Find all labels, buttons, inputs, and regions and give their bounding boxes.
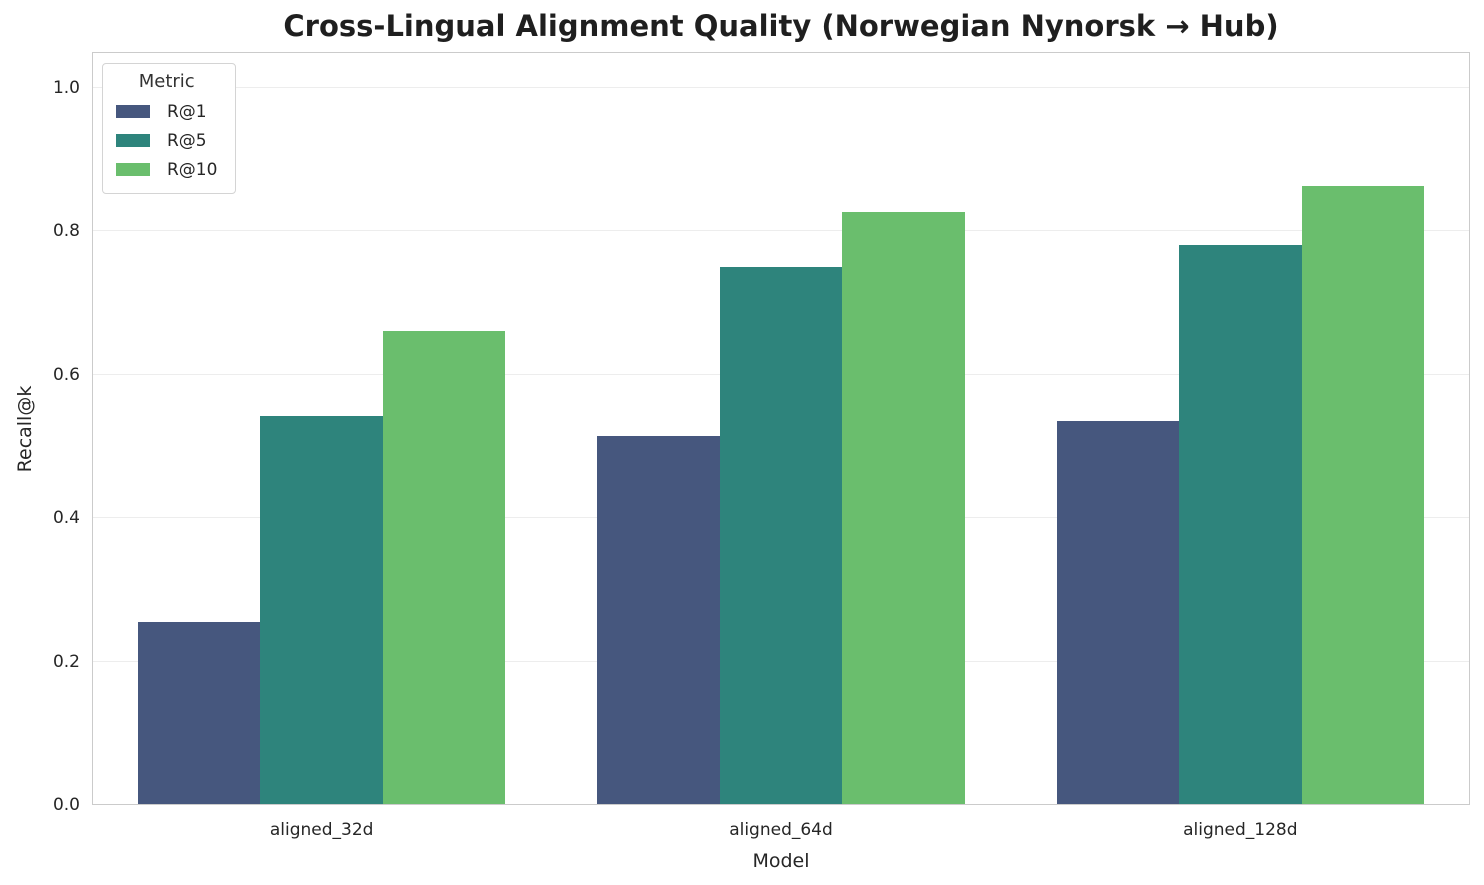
bar-R@1-aligned_128d <box>1056 420 1180 805</box>
x-tick-aligned_128d: aligned_128d <box>1183 820 1298 840</box>
x-tick-aligned_64d: aligned_64d <box>729 820 833 840</box>
legend-swatch-R@5 <box>116 134 150 147</box>
y-tick-0.2: 0.2 <box>52 651 80 672</box>
legend-item-R@5: R@5 <box>116 126 217 155</box>
gridline-y-0.8 <box>92 230 1470 232</box>
legend-swatch-R@1 <box>116 105 150 118</box>
chart-title: Cross-Lingual Alignment Quality (Norwegi… <box>283 9 1279 43</box>
y-tick-0.6: 0.6 <box>52 364 80 385</box>
legend-label-R@5: R@5 <box>167 130 207 151</box>
legend-item-R@1: R@1 <box>116 97 217 126</box>
legend-item-R@10: R@10 <box>116 155 217 184</box>
legend-items: R@1 R@5 R@10 <box>116 97 217 184</box>
legend-swatch-R@10 <box>116 163 150 176</box>
bar-R@1-aligned_32d <box>137 622 261 805</box>
legend-label-R@1: R@1 <box>167 101 207 122</box>
bar-R@5-aligned_32d <box>260 416 383 805</box>
bar-R@5-aligned_64d <box>719 267 843 805</box>
bar-R@10-aligned_32d <box>382 330 506 805</box>
legend-label-R@10: R@10 <box>167 159 218 180</box>
y-tick-1.0: 1.0 <box>52 77 80 98</box>
bar-R@10-aligned_128d <box>1301 186 1425 805</box>
x-tick-aligned_32d: aligned_32d <box>269 820 374 840</box>
gridline-y-1.0 <box>92 86 1470 88</box>
plot-area: Metric R@1 R@5 R@10 <box>92 52 1470 805</box>
y-tick-0.8: 0.8 <box>52 221 80 242</box>
bar-R@1-aligned_64d <box>597 436 720 805</box>
y-axis-label: Recall@k <box>14 385 36 473</box>
legend: Metric R@1 R@5 R@10 <box>102 63 237 194</box>
bar-R@5-aligned_128d <box>1179 244 1302 805</box>
bar-R@10-aligned_64d <box>842 211 965 805</box>
legend-title: Metric <box>138 71 195 92</box>
x-axis-label: Model <box>752 850 810 872</box>
y-tick-0.4: 0.4 <box>52 508 80 529</box>
y-tick-0.0: 0.0 <box>52 795 80 815</box>
